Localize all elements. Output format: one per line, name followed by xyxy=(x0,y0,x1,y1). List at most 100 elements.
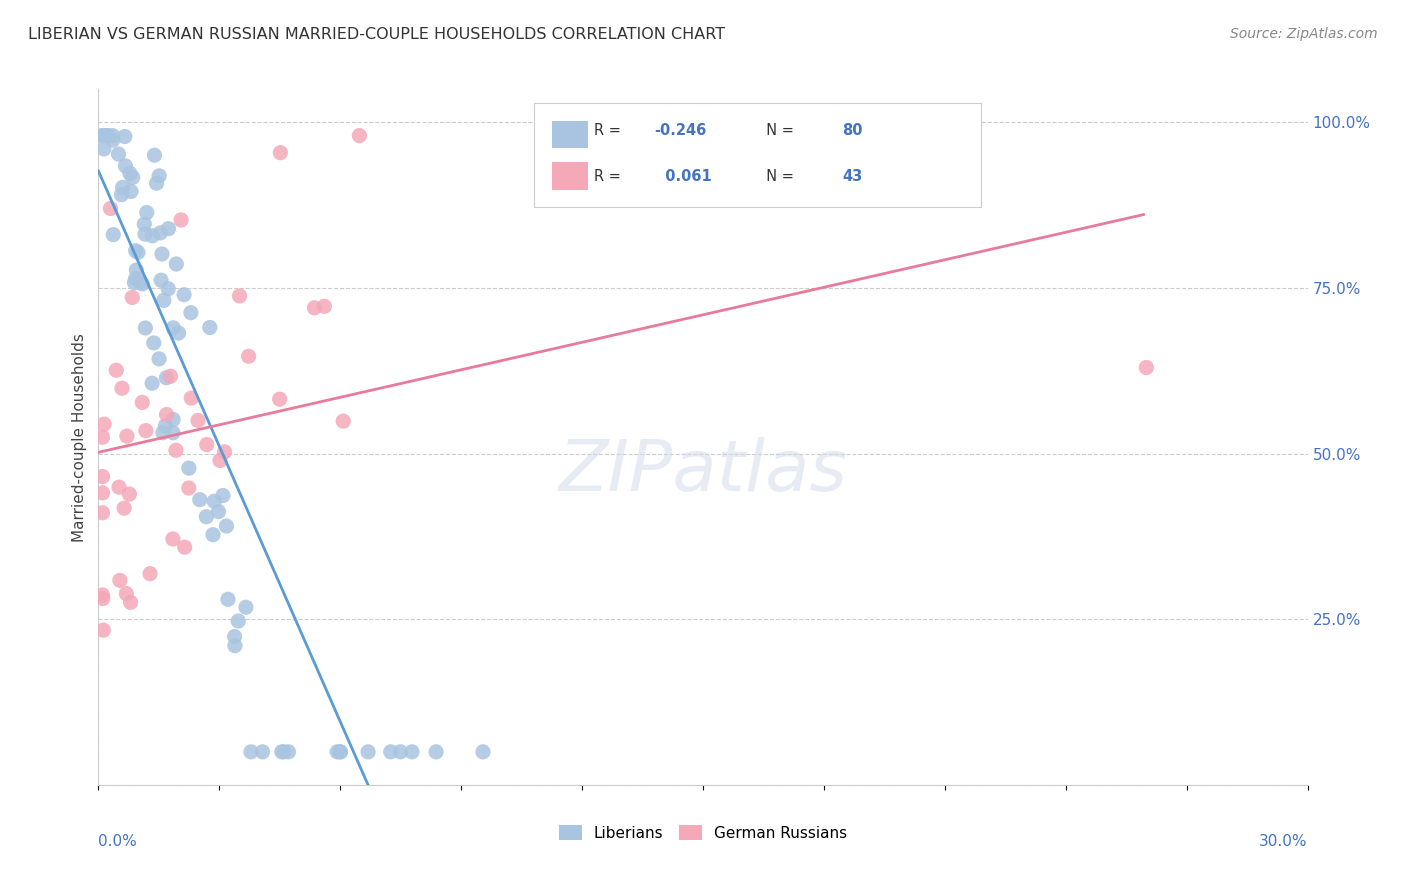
Point xyxy=(152,425,174,440)
Text: N =: N = xyxy=(758,169,799,184)
Point xyxy=(110,187,132,202)
Point xyxy=(155,408,177,422)
Point xyxy=(153,293,176,308)
Point xyxy=(1135,360,1157,375)
Point xyxy=(215,519,238,533)
Point xyxy=(273,745,295,759)
Point xyxy=(157,221,180,235)
Point xyxy=(165,443,187,458)
Point xyxy=(304,301,326,315)
Point xyxy=(93,417,115,432)
Point xyxy=(349,128,371,143)
Point xyxy=(188,492,211,507)
Point xyxy=(103,227,125,242)
Point xyxy=(155,370,177,384)
Point xyxy=(173,540,195,554)
Point xyxy=(111,180,134,194)
Point xyxy=(173,287,195,301)
Point xyxy=(142,335,165,350)
Point xyxy=(208,453,231,467)
Point xyxy=(380,745,402,759)
Point xyxy=(195,437,218,451)
Point xyxy=(224,630,246,644)
Text: 30.0%: 30.0% xyxy=(1260,834,1308,848)
Point xyxy=(143,148,166,162)
Point xyxy=(425,745,447,759)
Point xyxy=(155,418,177,433)
Point xyxy=(141,228,163,243)
Point xyxy=(226,614,249,628)
Text: R =: R = xyxy=(595,169,626,184)
Point xyxy=(202,494,225,508)
Point xyxy=(270,745,292,759)
Point xyxy=(235,600,257,615)
Point xyxy=(131,277,153,291)
Point xyxy=(269,392,291,407)
Point xyxy=(239,745,262,759)
Point xyxy=(91,506,114,520)
Point xyxy=(115,586,138,600)
Point xyxy=(269,145,291,160)
Point xyxy=(148,169,170,183)
FancyBboxPatch shape xyxy=(551,120,588,148)
Text: 0.0%: 0.0% xyxy=(98,834,138,848)
Point xyxy=(159,369,181,384)
Point xyxy=(180,306,202,320)
Point xyxy=(228,289,250,303)
Point xyxy=(224,639,246,653)
Point xyxy=(91,486,114,500)
Point xyxy=(187,413,209,427)
Point xyxy=(162,532,184,546)
Point xyxy=(120,185,142,199)
Point xyxy=(314,299,336,313)
Point xyxy=(135,424,157,438)
Text: Source: ZipAtlas.com: Source: ZipAtlas.com xyxy=(1230,27,1378,41)
Point xyxy=(134,227,156,241)
Text: 0.061: 0.061 xyxy=(655,169,711,184)
Point xyxy=(115,429,138,443)
Point xyxy=(201,527,224,541)
Point xyxy=(150,247,173,261)
Point xyxy=(195,509,218,524)
Text: LIBERIAN VS GERMAN RUSSIAN MARRIED-COUPLE HOUSEHOLDS CORRELATION CHART: LIBERIAN VS GERMAN RUSSIAN MARRIED-COUPL… xyxy=(28,27,725,42)
Point xyxy=(139,566,162,581)
Point xyxy=(149,226,172,240)
Y-axis label: Married-couple Households: Married-couple Households xyxy=(72,333,87,541)
Point xyxy=(167,326,190,340)
Point xyxy=(471,745,494,759)
Point xyxy=(357,745,380,759)
Point xyxy=(91,591,114,606)
Point xyxy=(238,349,260,363)
Point xyxy=(252,745,274,759)
Point xyxy=(145,176,167,190)
Point xyxy=(332,414,354,428)
Point xyxy=(91,128,114,143)
Point xyxy=(277,745,299,759)
Point xyxy=(212,488,235,502)
Point xyxy=(107,147,129,161)
Point xyxy=(91,623,114,637)
Point xyxy=(329,745,352,759)
Point xyxy=(120,595,142,609)
Point xyxy=(177,461,200,475)
Point xyxy=(94,128,117,143)
Point xyxy=(101,128,124,143)
Text: 43: 43 xyxy=(842,169,862,184)
Point xyxy=(108,480,131,494)
Point xyxy=(329,745,352,759)
Point xyxy=(93,142,115,156)
Text: R =: R = xyxy=(595,123,626,138)
Point xyxy=(129,276,152,290)
Point xyxy=(91,128,114,143)
Text: N =: N = xyxy=(758,123,799,138)
Point xyxy=(389,745,412,759)
Point xyxy=(131,395,153,409)
Point xyxy=(162,321,184,335)
Point xyxy=(401,745,423,759)
Point xyxy=(198,320,221,334)
Point xyxy=(150,273,173,287)
Point xyxy=(214,445,236,459)
Point xyxy=(114,159,136,173)
Point xyxy=(91,469,114,483)
Text: -0.246: -0.246 xyxy=(655,123,707,138)
